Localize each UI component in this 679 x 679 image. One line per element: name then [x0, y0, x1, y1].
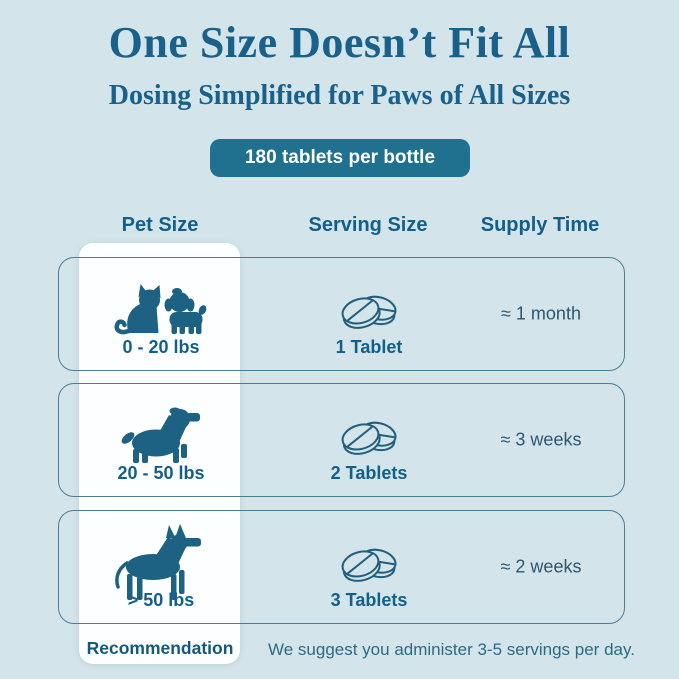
tablets-icon [338, 545, 399, 586]
tablets-icon [338, 292, 399, 333]
dose-row-20-50-lbs: 20 - 50 lbs 2 Tablets ≈ 3 weeks [58, 383, 625, 497]
column-header-pet-size: Pet Size [121, 214, 199, 236]
medium-dog-icon [121, 407, 200, 463]
column-header-supply-time: Supply Time [480, 214, 600, 236]
tablets-per-bottle-badge: 180 tablets per bottle [210, 139, 470, 177]
page-title: One Size Doesn’t Fit All [108, 18, 571, 67]
large-dog-icon [115, 524, 201, 600]
supply-time-label: ≈ 3 weeks [500, 429, 582, 450]
column-header-serving-size: Serving Size [308, 214, 428, 236]
pet-size-label: > 50 lbs [127, 590, 195, 610]
serving-size-label: 3 Tablets [330, 590, 408, 610]
supply-time-label: ≈ 2 weeks [500, 556, 582, 577]
supply-time-label: ≈ 1 month [501, 303, 581, 324]
tablets-icon [338, 418, 399, 459]
dose-row-over-50-lbs: > 50 lbs 3 Tablets ≈ 2 weeks [58, 510, 625, 624]
page-subtitle: Dosing Simplified for Paws of All Sizes [108, 80, 571, 111]
pet-size-label: 0 - 20 lbs [122, 337, 200, 357]
dose-row-0-20-lbs: 0 - 20 lbs 1 Tablet ≈ 1 month [58, 257, 625, 371]
pet-size-label: 20 - 50 lbs [117, 463, 205, 483]
serving-size-label: 1 Tablet [335, 337, 403, 357]
cat-and-small-dog-icon [114, 284, 207, 335]
serving-size-label: 2 Tablets [330, 463, 408, 483]
recommendation-label: Recommendation [86, 638, 234, 658]
recommendation-note: We suggest you administer 3-5 servings p… [268, 640, 635, 659]
